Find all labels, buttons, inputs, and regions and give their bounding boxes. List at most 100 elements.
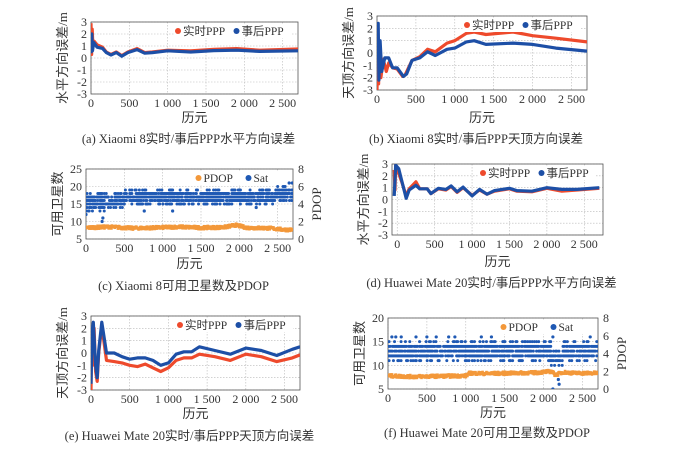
sat-point — [257, 195, 261, 199]
y-tick-label: -2 — [77, 371, 87, 385]
sat-point — [115, 199, 119, 202]
sat-point — [453, 335, 457, 339]
x-axis-label: 历元 — [176, 256, 202, 271]
x-tick-label: 0 — [374, 92, 380, 106]
x-axis-label: 历元 — [181, 110, 207, 125]
sat-point — [408, 340, 412, 344]
y-tick-label: -3 — [77, 383, 87, 397]
sat-point — [221, 199, 225, 202]
sat-point — [503, 340, 507, 344]
sat-point — [565, 344, 569, 348]
sat-point — [503, 354, 507, 358]
chart-caption: (c) Xiaomi 8可用卫星数及PDOP — [98, 278, 269, 293]
sat-point — [549, 344, 553, 348]
sat-point — [150, 199, 154, 202]
sat-point — [557, 382, 561, 386]
sat-point — [164, 195, 168, 199]
x-tick-label: 2 000 — [533, 237, 560, 251]
sat-point — [446, 340, 450, 344]
sat-point — [403, 349, 407, 353]
sat-point — [394, 335, 398, 339]
sat-point — [271, 192, 275, 195]
pdop-point — [477, 370, 481, 374]
sat-point — [168, 199, 172, 202]
x-tick-label: 2 000 — [519, 92, 546, 106]
pdop-point — [291, 227, 293, 231]
sat-point — [191, 202, 195, 206]
plot-frame — [391, 163, 604, 236]
sat-point — [276, 195, 280, 199]
sat-point — [119, 202, 123, 206]
sat-point — [405, 344, 409, 348]
sat-point — [283, 195, 287, 199]
sat-point — [586, 340, 590, 344]
pdop-point — [436, 373, 439, 377]
sat-point — [450, 354, 454, 358]
sat-point — [93, 195, 97, 199]
x-tick-label: 2 000 — [226, 241, 253, 255]
legend-marker-icon — [464, 22, 470, 28]
y-tick-label: 10 — [372, 358, 384, 372]
sat-point — [271, 202, 275, 206]
pdop-point — [130, 225, 134, 228]
x-tick-label: 2 500 — [571, 237, 598, 251]
pdop-point — [151, 225, 155, 228]
sat-point — [416, 349, 420, 353]
sat-point — [291, 192, 293, 195]
pdop-point — [525, 371, 529, 374]
sat-point — [142, 199, 146, 202]
sat-point — [483, 359, 487, 363]
sat-point — [96, 202, 100, 206]
sat-point — [440, 354, 444, 358]
sat-point — [112, 206, 116, 209]
sat-point — [100, 192, 104, 195]
sat-point — [98, 209, 102, 213]
sat-point — [130, 192, 134, 195]
sat-point — [249, 199, 253, 202]
pdop-point — [534, 369, 537, 373]
plot-area — [91, 23, 298, 58]
sat-point — [171, 188, 175, 192]
y2-tick-label: 2 — [298, 215, 304, 229]
sat-point — [415, 354, 419, 358]
sat-point — [487, 359, 491, 363]
sat-point — [472, 359, 476, 363]
sat-point — [282, 199, 286, 202]
sat-point — [187, 202, 191, 206]
y-tick-label: 20 — [70, 180, 82, 194]
legend-bg — [479, 167, 538, 180]
sat-point — [397, 359, 401, 363]
sat-point — [524, 340, 528, 344]
sat-point — [562, 344, 566, 348]
y-tick-label: -2 — [363, 71, 373, 85]
sat-point — [426, 354, 430, 358]
pdop-point — [453, 373, 456, 376]
sat-point — [253, 199, 257, 202]
y-tick-label: 2 — [81, 321, 87, 335]
sat-point — [467, 359, 471, 363]
sat-point — [595, 340, 598, 344]
x-tick-label: 1 000 — [155, 392, 182, 406]
pdop-point — [402, 374, 405, 377]
pdop-point — [552, 372, 556, 376]
pdop-point — [394, 373, 398, 376]
sat-point — [495, 344, 499, 348]
sat-point — [192, 195, 196, 199]
sat-point — [106, 195, 110, 199]
legend-bg — [176, 319, 235, 332]
pdop-point — [390, 373, 394, 376]
sat-point — [555, 349, 559, 353]
pdop-point — [265, 225, 269, 229]
pdop-point — [595, 372, 598, 376]
sat-point — [120, 206, 124, 209]
sat-point — [205, 202, 209, 206]
pdop-point — [493, 370, 497, 374]
pdop-point — [161, 227, 165, 231]
sat-point — [123, 188, 127, 192]
y-tick-label: 2 — [367, 21, 373, 35]
sat-point — [472, 340, 476, 344]
sat-point — [194, 192, 198, 195]
sat-point — [258, 188, 262, 192]
sat-point — [178, 188, 182, 192]
